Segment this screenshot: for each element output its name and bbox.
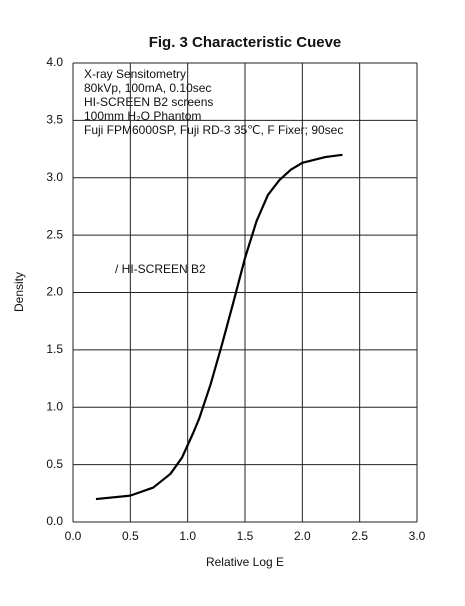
y-tick-label: 4.0 [46,55,63,69]
y-tick-label: 2.5 [46,227,63,241]
x-tick-label: 3.0 [409,529,426,543]
y-tick-label: 1.0 [46,399,63,413]
y-tick-label: 0.5 [46,457,63,471]
y-tick-label: 2.0 [46,285,63,299]
x-tick-label: 0.0 [65,529,82,543]
annotation: Fuji FPM6000SP, Fuji RD-3 35℃, F Fixer; … [84,123,343,137]
x-tick-label: 0.5 [122,529,139,543]
annotation: HI-SCREEN B2 screens [84,95,213,109]
annotation: 100mm H₂O Phantom [84,109,201,123]
y-tick-label: 1.5 [46,342,63,356]
x-tick-label: 2.5 [351,529,368,543]
x-tick-label: 1.0 [179,529,196,543]
y-tick-label: 3.0 [46,170,63,184]
chart-title: Fig. 3 Characteristic Cueve [149,34,342,51]
y-tick-label: 3.5 [46,113,63,127]
x-tick-label: 1.5 [237,529,254,543]
x-tick-label: 2.0 [294,529,311,543]
x-axis-label: Relative Log E [206,555,284,569]
data-line [95,153,343,501]
y-axis-label: Density [12,272,26,312]
series-label: / HI-SCREEN B2 [115,262,206,276]
y-tick-label: 0.0 [46,514,63,528]
annotation: 80kVp, 100mA, 0.10sec [84,81,211,95]
annotation: X-ray Sensitometry [84,67,186,81]
